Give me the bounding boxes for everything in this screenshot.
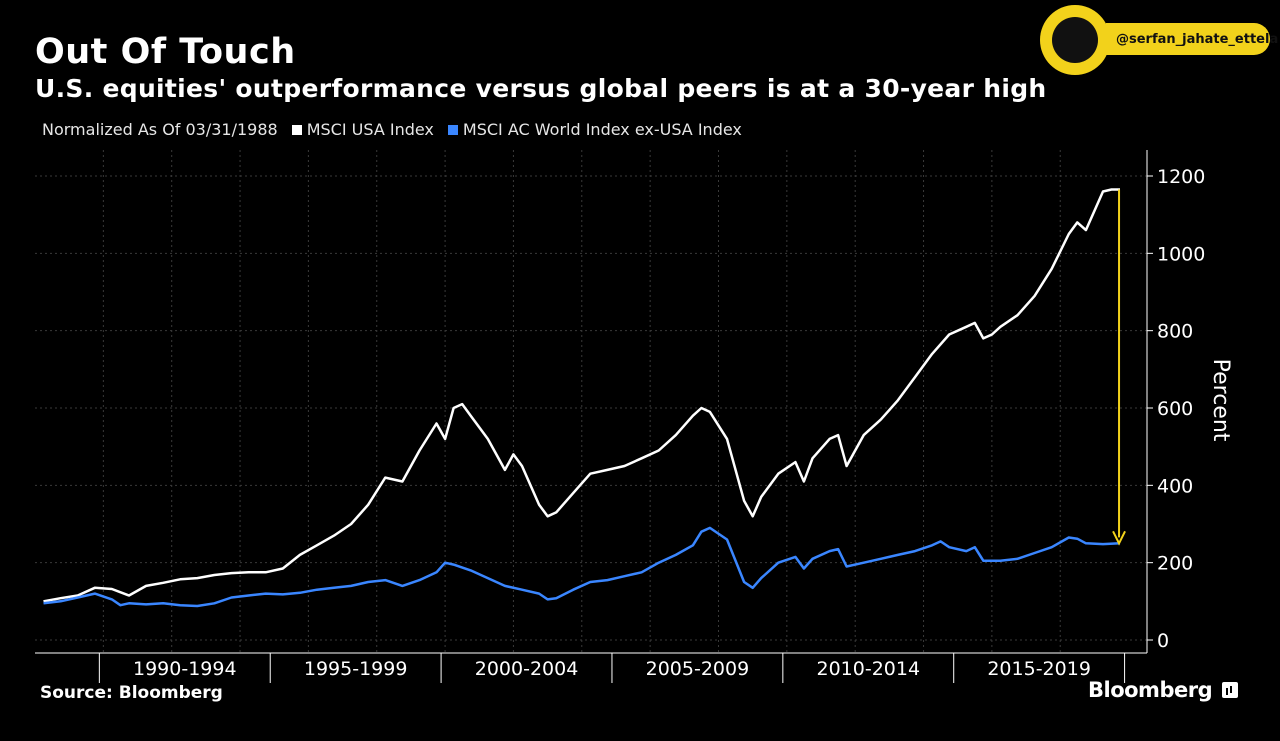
- y-axis-label: Percent: [1208, 359, 1233, 442]
- brand-logo: Bloomberg: [1088, 678, 1239, 702]
- y-tick-label: 200: [1157, 553, 1193, 575]
- x-tick-label: 2015-2019: [987, 658, 1091, 680]
- x-tick-label: 1995-1999: [304, 658, 408, 680]
- x-tick-label: 2005-2009: [646, 658, 750, 680]
- y-tick-label: 1200: [1157, 166, 1205, 188]
- y-tick-label: 400: [1157, 475, 1193, 497]
- y-tick-label: 600: [1157, 398, 1193, 420]
- legend-label-world: MSCI AC World Index ex-USA Index: [462, 120, 742, 139]
- source-note: Source: Bloomberg: [40, 683, 223, 703]
- y-tick-label: 800: [1157, 321, 1193, 343]
- x-tick-label: 2010-2014: [816, 658, 920, 680]
- legend: Normalized As Of 03/31/1988 MSCI USA Ind…: [42, 120, 742, 139]
- legend-item-usa: MSCI USA Index: [291, 120, 434, 139]
- legend-swatch-world: [447, 124, 458, 135]
- watermark: @serfan_jahate_ettela: [1040, 5, 1278, 75]
- y-tick-label: 0: [1157, 630, 1169, 652]
- series-line-world: [43, 526, 1121, 608]
- legend-swatch-usa: [291, 124, 302, 135]
- legend-note: Normalized As Of 03/31/1988: [42, 120, 278, 139]
- x-tick-label: 1990-1994: [133, 658, 237, 680]
- chart-subtitle: U.S. equities' outperformance versus glo…: [35, 74, 1047, 103]
- legend-item-world: MSCI AC World Index ex-USA Index: [447, 120, 742, 139]
- chart-title: Out Of Touch: [35, 32, 296, 72]
- y-tick-label: 1000: [1157, 243, 1205, 265]
- legend-label-usa: MSCI USA Index: [306, 120, 434, 139]
- annotation-arrowhead: [1112, 530, 1126, 546]
- chart-icon: [1222, 682, 1239, 698]
- watermark-handle: @serfan_jahate_ettela: [1106, 23, 1278, 55]
- brand-name: Bloomberg: [1088, 678, 1213, 702]
- series-line-usa: [43, 188, 1120, 603]
- watermark-logo-icon: [1040, 5, 1110, 75]
- x-tick-label: 2000-2004: [475, 658, 579, 680]
